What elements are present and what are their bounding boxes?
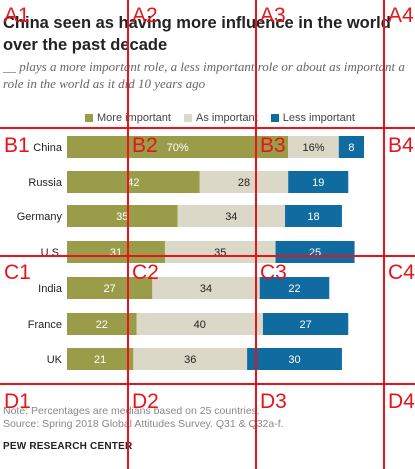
grid-line-vertical	[127, 0, 129, 469]
grid-cell-label: D2	[132, 390, 159, 413]
bar-more	[67, 277, 153, 299]
legend-label-more: More important	[97, 112, 171, 124]
bar-less	[285, 205, 342, 227]
data-label-same: 34	[225, 211, 237, 223]
data-label-less: 19	[312, 177, 324, 189]
bar-more	[67, 313, 137, 335]
category-label: U.S.	[41, 247, 62, 259]
data-label-same: 34	[200, 283, 212, 295]
grid-line-vertical	[255, 0, 257, 469]
bar-more	[67, 205, 178, 227]
bar-more	[67, 241, 165, 263]
legend-swatch-less	[270, 114, 279, 122]
data-label-more: 42	[127, 177, 139, 189]
grid-cell-label: C2	[132, 261, 159, 284]
bar-same	[177, 205, 286, 227]
chart-source: Source: Spring 2018 Global Attitudes Sur…	[3, 418, 284, 430]
legend: More important As important Less importa…	[85, 111, 368, 125]
data-label-more: 31	[110, 247, 122, 259]
bar-same	[199, 171, 289, 193]
bar-more	[67, 171, 200, 193]
data-label-less: 27	[299, 319, 311, 331]
legend-label-less: Less important	[282, 112, 355, 124]
legend-swatch-same	[183, 114, 192, 122]
grid-cell-label: D4	[388, 390, 415, 413]
bar-less	[247, 348, 342, 370]
data-label-less: 25	[309, 247, 321, 259]
bar-same	[164, 241, 276, 263]
data-label-same: 28	[238, 177, 250, 189]
bar-less	[338, 136, 365, 158]
legend-item-same: As important	[183, 112, 258, 124]
bar-more	[67, 348, 134, 370]
grid-line-horizontal	[0, 383, 415, 385]
data-label-same: 16%	[302, 142, 324, 154]
data-label-more: 70%	[167, 142, 189, 154]
grid-cell-label: A2	[132, 4, 158, 27]
category-label: Russia	[28, 177, 63, 189]
grid-cell-label: D1	[4, 390, 31, 413]
data-label-more: 35	[116, 211, 128, 223]
bar-less	[262, 313, 349, 335]
grid-line-horizontal	[0, 255, 415, 257]
category-label: China	[33, 142, 63, 154]
data-label-less: 8	[348, 142, 354, 154]
grid-cell-label: B3	[260, 134, 286, 157]
category-label: India	[38, 283, 63, 295]
bar-more	[67, 136, 289, 158]
bar-less	[259, 277, 330, 299]
bar-less	[288, 171, 349, 193]
grid-cell-label: D3	[260, 390, 287, 413]
chart-subtitle: __ plays a more important role, a less i…	[3, 59, 405, 91]
legend-swatch-more	[85, 114, 93, 122]
grid-cell-label: A4	[388, 4, 414, 27]
grid-line-horizontal	[0, 127, 415, 129]
data-label-less: 18	[307, 211, 319, 223]
data-label-less: 22	[288, 283, 300, 295]
category-label: France	[28, 319, 62, 331]
bar-less	[275, 241, 355, 263]
grid-cell-label: B1	[4, 134, 30, 157]
grid-line-vertical	[383, 0, 385, 469]
bar-same	[136, 313, 263, 335]
grid-cell-label: A1	[4, 4, 30, 27]
category-label: UK	[47, 354, 63, 366]
bar-same	[152, 277, 260, 299]
grid-cell-label: B4	[388, 134, 414, 157]
category-label: Germany	[17, 211, 63, 223]
data-label-same: 40	[194, 319, 206, 331]
brand-label: PEW RESEARCH CENTER	[3, 441, 133, 452]
grid-cell-label: B2	[132, 134, 158, 157]
bar-same	[133, 348, 248, 370]
grid-cell-label: A3	[260, 4, 286, 27]
data-label-more: 21	[94, 354, 106, 366]
data-label-less: 30	[288, 354, 300, 366]
chart-title: China seen as having more influence in t…	[3, 14, 391, 54]
data-label-more: 22	[96, 319, 108, 331]
data-label-same: 35	[214, 247, 226, 259]
data-label-same: 36	[184, 354, 196, 366]
grid-cell-label: C4	[388, 261, 415, 284]
data-label-more: 27	[104, 283, 116, 295]
bar-same	[288, 136, 339, 158]
grid-cell-label: C3	[260, 261, 287, 284]
chart-note: Note: Percentages are medians based on 2…	[3, 405, 260, 417]
legend-item-less: Less important	[270, 112, 355, 124]
grid-cell-label: C1	[4, 261, 31, 284]
legend-label-same: As important	[195, 112, 258, 124]
legend-item-more: More important	[85, 112, 171, 124]
